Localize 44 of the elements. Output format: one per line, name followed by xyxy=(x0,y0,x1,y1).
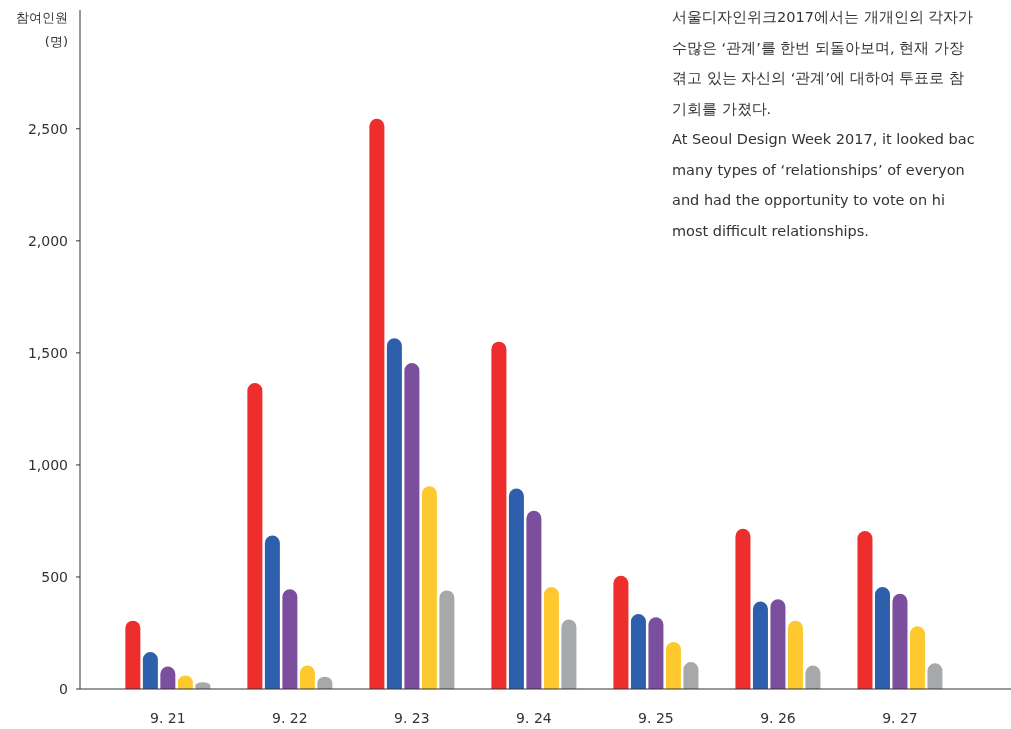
bar xyxy=(142,652,158,689)
bar xyxy=(735,528,751,689)
bar xyxy=(439,590,455,689)
annotation: 서울디자인위크2017에서는 개개인의 각자가 수많은 ‘관계’를 한번 되돌아보며, 현재 가장 겪고 있는 자신의 ‘관계’에 대하여 투표로 참 기회를 가졌다. xyxy=(672,9,974,117)
y-tick-label: 2,000 xyxy=(27,232,68,249)
bar xyxy=(282,589,298,689)
bar xyxy=(665,641,681,689)
bar xyxy=(421,486,437,689)
bar xyxy=(125,620,141,689)
bar xyxy=(543,587,559,689)
bar xyxy=(491,341,507,689)
bar xyxy=(264,535,280,689)
x-tick-label: 9. 23 xyxy=(394,710,430,726)
bar xyxy=(874,587,890,689)
x-tick-label: 9. 21 xyxy=(150,710,186,726)
bar xyxy=(613,575,629,689)
bar xyxy=(683,662,699,689)
bar xyxy=(386,338,402,689)
bar xyxy=(369,118,385,689)
y-axis-title: 참여인원 (명) xyxy=(16,10,68,49)
x-tick-label: 9. 22 xyxy=(272,710,308,726)
bar xyxy=(508,488,524,689)
annotation: At Seoul Design Week 2017, it looked bac many types of ‘relationships’ of everyon and had the opportunity to vote on hi most difficult relationships. xyxy=(672,131,975,239)
bar xyxy=(857,531,873,689)
y-tick-label: 500 xyxy=(41,568,68,585)
y-tick-label: 1,000 xyxy=(27,456,68,473)
x-tick-label: 9. 27 xyxy=(882,710,918,726)
y-tick-label: 1,500 xyxy=(27,344,68,361)
x-tick-label: 9. 25 xyxy=(638,710,674,726)
bar xyxy=(648,617,664,689)
bar xyxy=(526,510,542,689)
bar xyxy=(770,599,786,689)
x-tick-label: 9. 24 xyxy=(516,710,552,726)
y-tick-label: 0 xyxy=(59,681,68,697)
bar xyxy=(247,383,263,689)
bar xyxy=(909,626,925,689)
bar xyxy=(561,619,577,689)
bar xyxy=(752,601,768,689)
bar xyxy=(630,613,646,689)
y-tick-label: 2,500 xyxy=(27,120,68,137)
x-tick-label: 9. 26 xyxy=(760,710,796,726)
bar xyxy=(404,362,420,689)
bar xyxy=(787,620,803,689)
bar xyxy=(892,593,908,689)
